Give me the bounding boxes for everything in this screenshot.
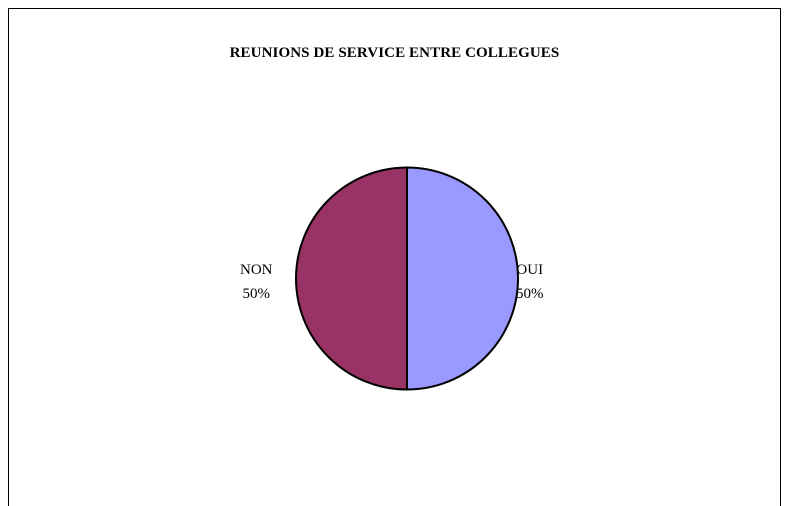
slice-percent-non: 50%: [242, 286, 271, 302]
pie-slice-oui: [406, 166, 519, 391]
pie-slice-non: [295, 166, 408, 391]
chart-title: REUNIONS DE SERVICE ENTRE COLLEGUES: [229, 45, 560, 61]
slice-label-oui: OUI 50%: [516, 258, 544, 306]
slice-name-non: NON: [240, 262, 273, 278]
slice-percent-oui: 50%: [516, 286, 544, 302]
pie-slices: [295, 166, 519, 391]
slice-name-oui: OUI: [516, 262, 544, 278]
slice-label-non: NON 50%: [240, 258, 273, 306]
